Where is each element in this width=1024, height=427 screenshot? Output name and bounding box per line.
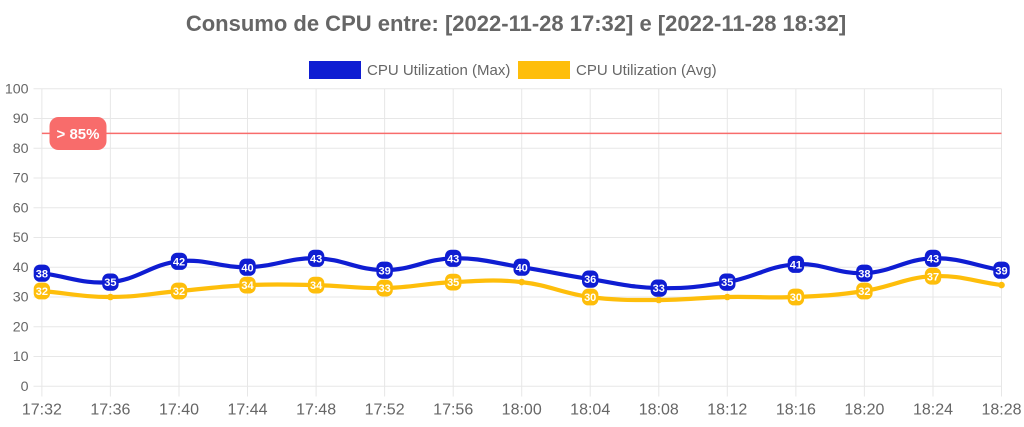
svg-text:30: 30: [584, 292, 596, 304]
svg-text:43: 43: [310, 253, 322, 265]
svg-text:18:08: 18:08: [639, 402, 679, 419]
svg-text:32: 32: [36, 286, 48, 298]
svg-text:90: 90: [13, 111, 29, 127]
svg-text:CPU Utilization (Avg): CPU Utilization (Avg): [576, 62, 717, 79]
svg-text:70: 70: [13, 171, 29, 187]
svg-text:80: 80: [13, 141, 29, 157]
svg-text:18:12: 18:12: [707, 402, 747, 419]
svg-text:17:32: 17:32: [22, 402, 62, 419]
svg-text:17:56: 17:56: [433, 402, 473, 419]
svg-text:Consumo de CPU entre: [2022-11: Consumo de CPU entre: [2022-11-28 17:32]…: [186, 11, 846, 36]
svg-text:10: 10: [13, 349, 29, 365]
svg-text:33: 33: [653, 283, 665, 295]
svg-text:50: 50: [13, 230, 29, 246]
svg-text:38: 38: [36, 268, 48, 280]
svg-text:40: 40: [13, 260, 29, 276]
svg-text:40: 40: [516, 262, 528, 274]
svg-text:38: 38: [858, 268, 870, 280]
svg-text:30: 30: [790, 292, 802, 304]
svg-text:30: 30: [13, 290, 29, 306]
svg-text:35: 35: [721, 277, 733, 289]
svg-text:36: 36: [584, 274, 596, 286]
svg-text:39: 39: [378, 265, 390, 277]
svg-text:CPU Utilization (Max): CPU Utilization (Max): [367, 62, 510, 79]
svg-text:39: 39: [995, 265, 1007, 277]
svg-text:17:44: 17:44: [227, 402, 267, 419]
svg-text:35: 35: [447, 277, 459, 289]
svg-text:17:40: 17:40: [159, 402, 199, 419]
svg-text:32: 32: [858, 286, 870, 298]
svg-text:43: 43: [927, 253, 939, 265]
svg-text:32: 32: [173, 286, 185, 298]
svg-text:17:52: 17:52: [365, 402, 405, 419]
svg-text:18:20: 18:20: [844, 402, 884, 419]
svg-text:33: 33: [378, 283, 390, 295]
svg-text:43: 43: [447, 253, 459, 265]
svg-text:18:28: 18:28: [981, 402, 1021, 419]
svg-text:17:36: 17:36: [90, 402, 130, 419]
svg-text:60: 60: [13, 201, 29, 217]
svg-text:0: 0: [21, 379, 29, 395]
svg-text:41: 41: [790, 259, 802, 271]
svg-text:18:16: 18:16: [776, 402, 816, 419]
svg-text:17:48: 17:48: [296, 402, 336, 419]
svg-text:> 85%: > 85%: [57, 126, 100, 143]
svg-text:35: 35: [104, 277, 116, 289]
svg-text:42: 42: [173, 256, 185, 268]
svg-text:18:24: 18:24: [913, 402, 953, 419]
svg-text:34: 34: [241, 280, 254, 292]
svg-text:100: 100: [5, 82, 29, 98]
svg-text:18:00: 18:00: [502, 402, 542, 419]
svg-text:18:04: 18:04: [570, 402, 610, 419]
svg-text:40: 40: [241, 262, 253, 274]
svg-text:37: 37: [927, 271, 939, 283]
svg-text:20: 20: [13, 319, 29, 335]
svg-text:34: 34: [310, 280, 323, 292]
